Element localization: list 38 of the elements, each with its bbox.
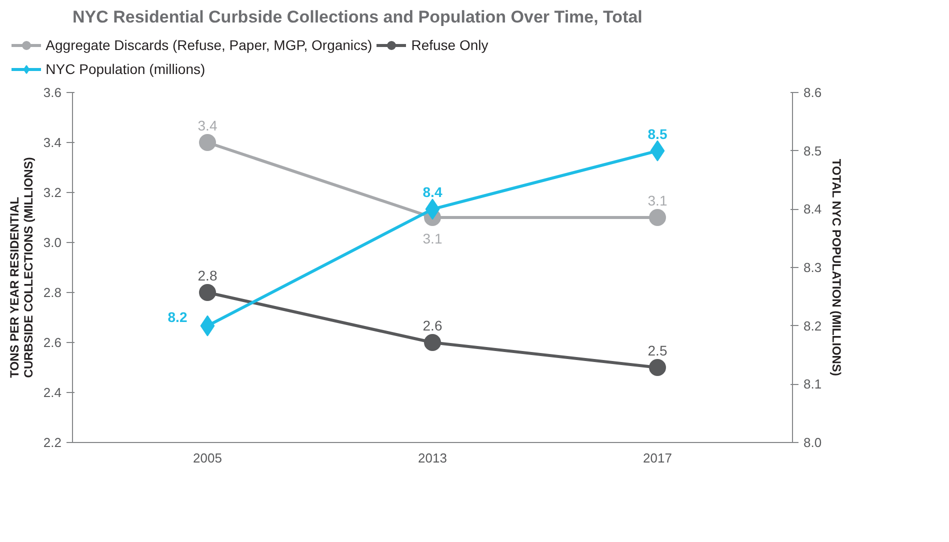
y-axis-title: TONS PER YEAR RESIDENTIAL CURBSIDE COLLECTIONS (MILLIONS): [8, 157, 36, 378]
text: 8.3: [804, 260, 822, 275]
text: 2.6: [43, 335, 62, 350]
data-label: 3.1: [648, 192, 668, 208]
chart-title: NYC Residential Curbside Collections and Population Over Time, Total: [72, 8, 642, 26]
x-tick-label: 2017: [643, 450, 672, 466]
point: [649, 209, 666, 226]
legend-label: NYC Population (millions): [46, 61, 206, 77]
text: 8.6: [804, 85, 822, 100]
text: 8.4: [804, 202, 822, 217]
x-tick-label: 2005: [193, 450, 222, 466]
legend-label: Refuse Only: [411, 37, 488, 53]
point: [199, 284, 216, 301]
text: 2.2: [43, 435, 62, 450]
legend-label: Aggregate Discards (Refuse, Paper, MGP, Organics): [46, 37, 372, 53]
data-label: 8.5: [648, 126, 668, 142]
point: [199, 134, 216, 151]
text: 3.4: [43, 135, 62, 150]
text: 3.6: [43, 85, 62, 100]
text: 2.8: [43, 285, 62, 300]
point: [649, 359, 666, 376]
text: 8.1: [804, 376, 822, 392]
x-tick-label: 2013: [418, 450, 447, 466]
point: [424, 334, 441, 351]
data-label: 3.1: [422, 230, 442, 246]
text: 3.2: [43, 185, 62, 200]
data-label: 8.2: [168, 308, 188, 325]
data-label: 2.8: [198, 268, 218, 284]
text: 2.4: [43, 385, 62, 400]
text: 8.5: [804, 143, 822, 158]
text: 3.0: [43, 235, 62, 250]
data-label: 8.4: [422, 184, 442, 200]
text: 8.2: [804, 318, 822, 334]
data-label: 2.5: [648, 342, 668, 358]
y2-axis-title: TOTAL NYC POPULATION (MILLIONS): [830, 158, 844, 376]
data-label: 2.6: [422, 318, 442, 334]
text: 8.0: [804, 435, 822, 450]
data-label: 3.4: [198, 118, 218, 134]
